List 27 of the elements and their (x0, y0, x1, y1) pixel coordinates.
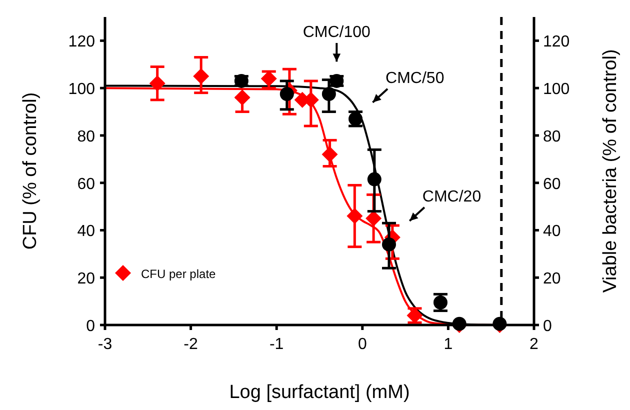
y2-tick-label: 20 (543, 270, 561, 288)
y-tick-label: 20 (77, 270, 96, 288)
x-tick-label: 2 (530, 336, 539, 353)
x-axis-title: Log [surfactant] (mM) (229, 382, 410, 403)
y2-tick-label: 120 (543, 34, 570, 51)
x-tick-label: 1 (444, 336, 453, 353)
y2-tick-label: 80 (543, 128, 561, 146)
y-tick-label: 80 (77, 128, 96, 146)
y2-tick-label: 100 (543, 81, 570, 98)
annotation: CMC/50 (386, 70, 444, 87)
x-tick-label: -3 (98, 336, 112, 353)
x-tick-label: -1 (269, 336, 284, 353)
y2-tick-label: 40 (543, 223, 561, 240)
y2-tick-label: 60 (543, 176, 561, 193)
y2-axis-title: Viable bacteria (% of control) (600, 49, 621, 293)
annotation: CMC/100 (302, 24, 371, 41)
y-tick-label: 60 (77, 176, 96, 193)
legend-label: CFU per plate (141, 267, 216, 281)
y-tick-label: 120 (68, 34, 96, 51)
x-tick-label: -2 (184, 336, 198, 353)
x-tick-label: 0 (358, 336, 367, 353)
annotation: CMC/20 (422, 188, 482, 206)
y-tick-label: 100 (68, 81, 96, 98)
y-tick-label: 0 (86, 318, 96, 335)
y-tick-label: 40 (77, 223, 96, 240)
y-axis-title: CFU (% of control) (20, 92, 41, 250)
y2-tick-label: 0 (543, 318, 552, 335)
